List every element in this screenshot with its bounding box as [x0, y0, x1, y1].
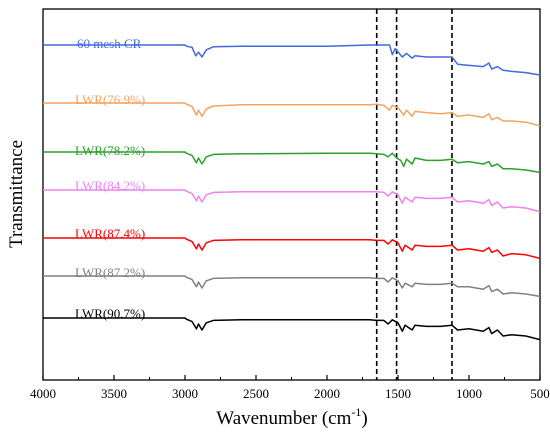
- series-line-1: [43, 102, 541, 127]
- y-axis-title: Transmittance: [6, 140, 27, 248]
- x-tick-label-7: 500: [530, 386, 550, 401]
- x-axis-ticks: 4000 3500 3000 2500 2000 1500 1000 500: [30, 375, 550, 401]
- series-label-5: LWR(87.2%): [75, 265, 145, 280]
- x-tick-label-0: 4000: [30, 386, 56, 401]
- series-label-6: LWR(90.7%): [75, 306, 145, 321]
- series-label-3: LWR(84.2%): [75, 178, 145, 193]
- series-label-4: LWR(87.4%): [75, 226, 145, 241]
- x-tick-label-1: 3500: [101, 386, 127, 401]
- series-label-1: LWR(76.9%): [75, 92, 145, 107]
- series-line-2: [43, 151, 541, 174]
- x-tick-label-6: 1000: [456, 386, 482, 401]
- series-line-3: [43, 189, 541, 213]
- x-tick-label-2: 3000: [172, 386, 198, 401]
- series-line-5: [43, 275, 541, 298]
- series-label-0: 60 mesh CR: [77, 36, 142, 51]
- x-axis-title: Wavenumber (cm-1): [216, 405, 367, 429]
- series-line-6: [43, 317, 541, 341]
- series-line-4: [43, 237, 541, 260]
- x-tick-label-4: 2000: [314, 386, 340, 401]
- series-group: [43, 44, 541, 341]
- x-tick-label-5: 1500: [385, 386, 411, 401]
- series-label-2: LWR(78.2%): [75, 143, 145, 158]
- x-tick-label-3: 2500: [243, 386, 269, 401]
- series-labels: 60 mesh CR LWR(76.9%) LWR(78.2%) LWR(84.2%)…: [75, 36, 145, 321]
- series-line-0: [43, 44, 541, 76]
